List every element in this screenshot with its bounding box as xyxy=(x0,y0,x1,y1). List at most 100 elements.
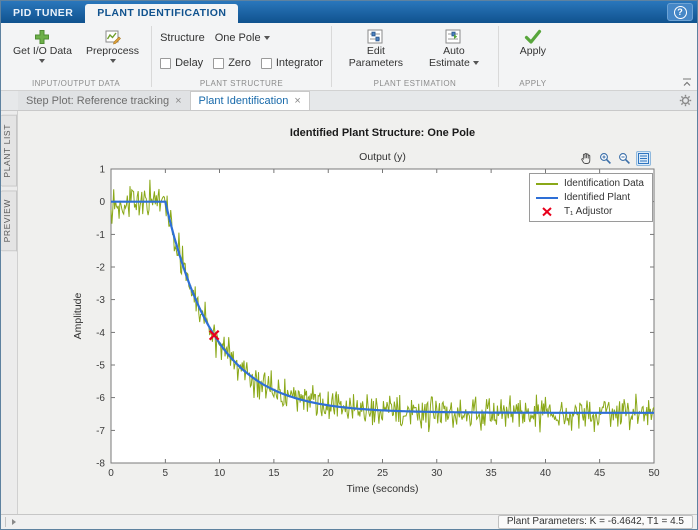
apply-label: Apply xyxy=(519,45,547,57)
close-icon[interactable]: × xyxy=(175,94,182,107)
preprocess-icon xyxy=(105,28,121,45)
legend-item-identified-plant: Identified Plant xyxy=(535,191,644,204)
preprocess-button[interactable]: Preprocess xyxy=(80,25,145,63)
dropdown-caret-icon xyxy=(39,59,46,63)
pan-hand-icon[interactable] xyxy=(579,151,594,166)
ribbon-separator xyxy=(151,26,153,87)
zoom-out-icon[interactable] xyxy=(617,151,632,166)
legend-label: Identified Plant xyxy=(563,192,631,203)
apply-check-icon xyxy=(524,28,542,45)
structure-select[interactable]: One Pole xyxy=(211,31,274,45)
legend-line-sample xyxy=(535,196,558,199)
ribbon-collapse-button[interactable] xyxy=(681,77,693,88)
doc-tab-label: Plant Identification xyxy=(198,95,289,107)
checkbox-delay[interactable]: Delay xyxy=(160,57,203,69)
axes-title: Output (y) xyxy=(359,151,406,163)
edit-parameters-icon xyxy=(367,28,384,45)
svg-text:10: 10 xyxy=(214,468,226,479)
get-io-data-label: Get I/O Data xyxy=(13,45,72,57)
auto-estimate-label: Auto Estimate xyxy=(422,45,486,69)
sidebar-tab-plant-list[interactable]: PLANT LIST xyxy=(1,115,17,187)
svg-text:35: 35 xyxy=(486,468,498,479)
legend-label: T₁ Adjustor xyxy=(563,206,613,217)
preprocess-label: Preprocess xyxy=(85,45,140,57)
edit-parameters-button[interactable]: Edit Parameters xyxy=(338,25,414,69)
legend-label: Identification Data xyxy=(563,178,644,189)
help-icon: ? xyxy=(673,5,687,19)
legend-toggle-icon[interactable] xyxy=(636,151,651,166)
section-caption-plant-estimation: PLANT ESTIMATION xyxy=(373,79,457,88)
auto-estimate-icon xyxy=(445,28,462,45)
x-axis-label: Time (seconds) xyxy=(346,483,419,495)
legend-item-t1-adjustor: T₁ Adjustor xyxy=(536,205,644,218)
svg-text:-8: -8 xyxy=(96,459,105,470)
svg-text:1: 1 xyxy=(99,165,105,176)
checkbox-delay-label: Delay xyxy=(175,57,204,69)
ribbon-collapse-icon xyxy=(683,78,691,86)
svg-text:5: 5 xyxy=(163,468,169,479)
svg-text:50: 50 xyxy=(648,468,660,479)
doc-tab-label: Step Plot: Reference tracking xyxy=(26,94,170,107)
svg-text:15: 15 xyxy=(268,468,280,479)
side-rail: PLANT LIST PREVIEW xyxy=(1,111,18,514)
tab-pid-tuner[interactable]: PID TUNER xyxy=(13,7,74,19)
svg-text:-6: -6 xyxy=(96,393,105,404)
svg-text:-2: -2 xyxy=(96,263,105,274)
doc-tab-step-plot[interactable]: Step Plot: Reference tracking × xyxy=(18,91,191,110)
plot-toolbar xyxy=(579,151,651,166)
svg-text:-7: -7 xyxy=(96,426,105,437)
ribbon-separator xyxy=(330,26,332,87)
svg-text:0: 0 xyxy=(99,197,105,208)
ribbon-group-plant-structure: Structure One Pole Delay Zero xyxy=(152,23,331,90)
ribbon-separator xyxy=(497,26,499,87)
add-data-plus-icon xyxy=(34,28,50,45)
get-io-data-button[interactable]: Get I/O Data xyxy=(7,25,78,63)
auto-estimate-button[interactable]: Auto Estimate xyxy=(416,25,492,69)
svg-text:0: 0 xyxy=(108,468,114,479)
structure-value: One Pole xyxy=(214,32,261,44)
svg-text:-1: -1 xyxy=(96,230,105,241)
svg-text:-4: -4 xyxy=(96,328,105,339)
svg-text:45: 45 xyxy=(594,468,606,479)
checkbox-integrator[interactable]: Integrator xyxy=(260,57,323,69)
section-caption-apply: APPLY xyxy=(519,79,547,88)
statusbar-grip xyxy=(5,517,6,527)
svg-text:40: 40 xyxy=(540,468,552,479)
ribbon: Get I/O Data Preprocess INPUT/OUTPU xyxy=(1,23,697,91)
plot-title: Identified Plant Structure: One Pole xyxy=(289,127,476,139)
section-caption-input-output-data: INPUT/OUTPUT DATA xyxy=(31,79,121,88)
checkbox-zero-label: Zero xyxy=(228,57,251,69)
status-bar: Plant Parameters: K = -6.4642, T1 = 4.5 xyxy=(1,514,697,529)
checkbox-icon xyxy=(160,57,172,69)
dropdown-caret-icon xyxy=(263,36,270,40)
settings-gear-icon xyxy=(679,94,692,107)
checkbox-integrator-label: Integrator xyxy=(275,57,323,69)
edit-parameters-label: Edit Parameters xyxy=(348,45,404,69)
zoom-in-icon[interactable] xyxy=(598,151,613,166)
ribbon-group-input-output-data: Get I/O Data Preprocess INPUT/OUTPU xyxy=(1,23,151,90)
y-axis-label: Amplitude xyxy=(72,292,84,340)
plot-canvas[interactable]: 0 5 10 15 20 25 30 35 40 45 50 -8 -7 -6 -5 -4 -3 -2 -1 0 1 xyxy=(18,111,697,514)
dropdown-caret-icon xyxy=(109,59,116,63)
checkbox-icon xyxy=(213,57,225,69)
checkbox-zero[interactable]: Zero xyxy=(213,57,251,69)
svg-text:30: 30 xyxy=(431,468,443,479)
ribbon-group-apply: Apply APPLY xyxy=(499,23,567,90)
sidebar-tab-preview[interactable]: PREVIEW xyxy=(1,189,17,251)
legend-line-sample xyxy=(535,182,558,185)
legend-item-identification-data: Identification Data xyxy=(535,177,644,190)
main-area: PLANT LIST PREVIEW 0 5 10 15 20 25 30 35 40 45 50-… xyxy=(1,111,697,514)
tab-plant-identification[interactable]: PLANT IDENTIFICATION xyxy=(85,4,239,23)
plot-legend[interactable]: Identification Data Identified Plant T₁ … xyxy=(528,173,653,222)
document-actions-button[interactable] xyxy=(679,94,692,112)
help-button[interactable]: ? xyxy=(667,3,693,21)
close-icon[interactable]: × xyxy=(294,95,301,107)
svg-text:-5: -5 xyxy=(96,361,105,372)
doc-tab-plant-identification[interactable]: Plant Identification × xyxy=(190,91,310,110)
svg-text:25: 25 xyxy=(377,468,389,479)
legend-x-marker-sample xyxy=(536,206,558,217)
svg-text:20: 20 xyxy=(323,468,335,479)
statusbar-expand-icon[interactable] xyxy=(10,518,18,526)
apply-button[interactable]: Apply xyxy=(505,25,561,57)
